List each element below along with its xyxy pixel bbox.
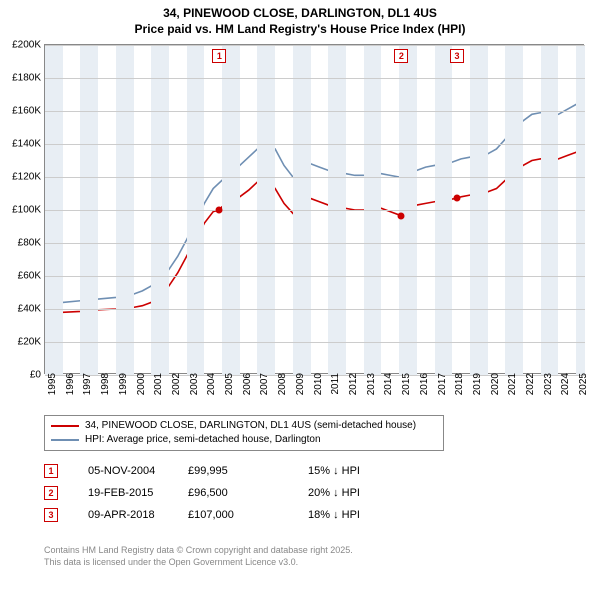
footer-line-1: Contains HM Land Registry data © Crown c… [44,545,353,557]
x-axis-label: 1998 [94,373,111,395]
x-axis-label: 2008 [271,373,288,395]
x-axis-label: 1997 [76,373,93,395]
sales-row-marker: 3 [44,508,58,522]
y-gridline [45,144,585,145]
x-axis-label: 2025 [572,373,589,395]
y-axis-label: £40K [18,304,45,315]
sales-diff: 18% ↓ HPI [308,509,428,521]
legend: 34, PINEWOOD CLOSE, DARLINGTON, DL1 4US … [44,415,444,451]
chart-container: 34, PINEWOOD CLOSE, DARLINGTON, DL1 4US … [0,0,600,590]
legend-swatch [51,425,79,427]
x-axis-label: 1995 [41,373,58,395]
x-axis-label: 2020 [484,373,501,395]
y-gridline [45,45,585,46]
title-line-2: Price paid vs. HM Land Registry's House … [0,22,600,38]
y-gridline [45,111,585,112]
y-gridline [45,177,585,178]
x-axis-label: 2021 [501,373,518,395]
sales-diff: 15% ↓ HPI [308,465,428,477]
sales-price: £96,500 [188,487,308,499]
y-gridline [45,78,585,79]
sales-row-marker: 2 [44,486,58,500]
x-axis-label: 1999 [112,373,129,395]
x-axis-label: 2011 [324,373,341,395]
y-axis-label: £120K [12,172,45,183]
sales-price: £99,995 [188,465,308,477]
x-axis-label: 2000 [130,373,147,395]
footer-text: Contains HM Land Registry data © Crown c… [44,545,353,568]
x-axis-label: 2012 [342,373,359,395]
y-axis-label: £100K [12,205,45,216]
sales-row: 309-APR-2018£107,00018% ↓ HPI [44,504,428,526]
legend-item: HPI: Average price, semi-detached house,… [51,433,437,447]
sales-price: £107,000 [188,509,308,521]
x-axis-label: 2003 [183,373,200,395]
y-axis-label: £80K [18,238,45,249]
x-axis-label: 2019 [466,373,483,395]
sales-row-marker: 1 [44,464,58,478]
sale-marker-dot [398,212,405,219]
title-line-1: 34, PINEWOOD CLOSE, DARLINGTON, DL1 4US [0,6,600,22]
x-axis-label: 2014 [377,373,394,395]
x-axis-label: 2004 [200,373,217,395]
x-axis-label: 2013 [360,373,377,395]
sales-row: 105-NOV-2004£99,99515% ↓ HPI [44,460,428,482]
x-axis-label: 2023 [537,373,554,395]
y-gridline [45,210,585,211]
sales-diff: 20% ↓ HPI [308,487,428,499]
y-gridline [45,309,585,310]
y-gridline [45,243,585,244]
legend-swatch [51,439,79,441]
sale-marker-label: 1 [212,49,226,63]
x-axis-label: 2015 [395,373,412,395]
x-axis-label: 2001 [147,373,164,395]
x-axis-label: 2017 [431,373,448,395]
y-axis-label: £200K [12,40,45,51]
title-block: 34, PINEWOOD CLOSE, DARLINGTON, DL1 4US … [0,0,600,41]
x-axis-label: 2022 [519,373,536,395]
sales-date: 19-FEB-2015 [58,487,188,499]
x-axis-label: 2024 [554,373,571,395]
y-axis-label: £160K [12,106,45,117]
x-axis-label: 2006 [236,373,253,395]
y-axis-label: £60K [18,271,45,282]
y-axis-label: £180K [12,73,45,84]
sales-row: 219-FEB-2015£96,50020% ↓ HPI [44,482,428,504]
sale-marker-dot [216,207,223,214]
x-axis-label: 2002 [165,373,182,395]
x-axis-label: 2007 [253,373,270,395]
y-gridline [45,276,585,277]
legend-label: 34, PINEWOOD CLOSE, DARLINGTON, DL1 4US … [85,419,416,433]
sale-marker-dot [453,195,460,202]
x-axis-label: 2016 [413,373,430,395]
x-axis-label: 2009 [289,373,306,395]
sales-date: 09-APR-2018 [58,509,188,521]
footer-line-2: This data is licensed under the Open Gov… [44,557,353,569]
x-axis-label: 2005 [218,373,235,395]
x-axis-label: 1996 [59,373,76,395]
y-axis-label: £20K [18,337,45,348]
sale-marker-label: 3 [450,49,464,63]
chart-area: £0£20K£40K£60K£80K£100K£120K£140K£160K£1… [44,44,584,374]
x-axis-label: 2018 [448,373,465,395]
y-gridline [45,342,585,343]
x-axis-label: 2010 [307,373,324,395]
legend-label: HPI: Average price, semi-detached house,… [85,433,321,447]
legend-item: 34, PINEWOOD CLOSE, DARLINGTON, DL1 4US … [51,419,437,433]
y-axis-label: £140K [12,139,45,150]
sales-date: 05-NOV-2004 [58,465,188,477]
sales-table: 105-NOV-2004£99,99515% ↓ HPI219-FEB-2015… [44,460,428,526]
sale-marker-label: 2 [394,49,408,63]
